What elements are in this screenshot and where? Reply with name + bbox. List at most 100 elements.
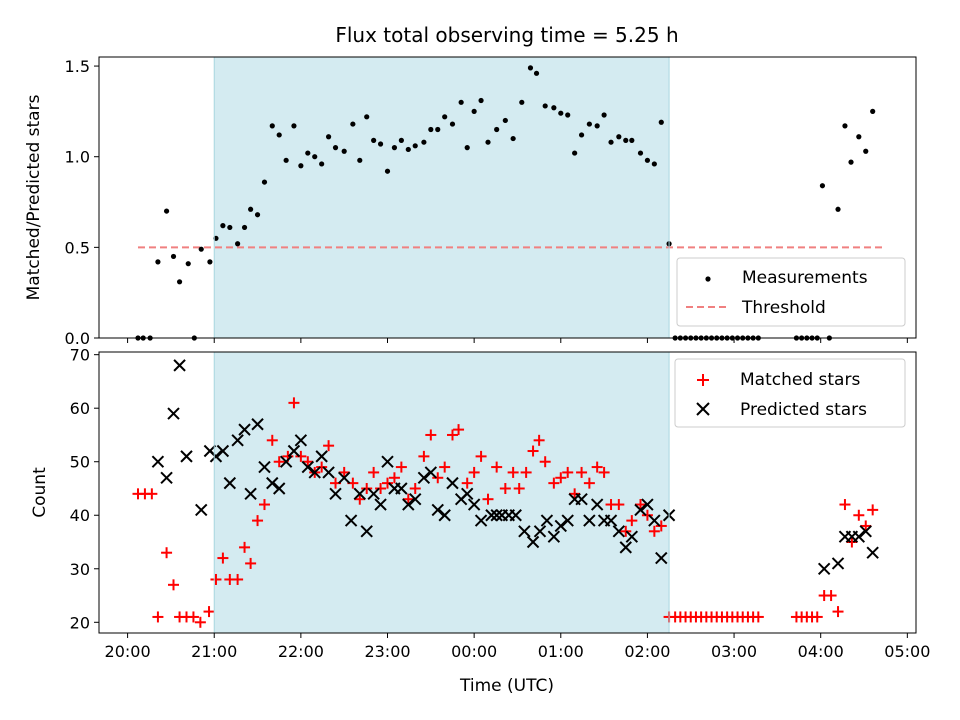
predicted-star-point bbox=[612, 525, 626, 538]
x-tick-label: 21:00 bbox=[191, 642, 237, 661]
matched-star-point bbox=[354, 493, 366, 505]
measurement-point bbox=[276, 132, 282, 138]
predicted-star-point bbox=[485, 509, 498, 522]
matched-star-point bbox=[187, 611, 199, 623]
measurement-point bbox=[658, 119, 664, 125]
measurement-point bbox=[835, 206, 841, 212]
predicted-star-point bbox=[308, 466, 321, 479]
measurement-point bbox=[291, 123, 297, 129]
measurement-point bbox=[478, 97, 484, 104]
x-tick-label: 23:00 bbox=[364, 642, 410, 661]
matched-star-point bbox=[288, 397, 300, 409]
matched-star-point bbox=[591, 461, 603, 473]
predicted-star-point bbox=[526, 535, 540, 549]
measurement-point bbox=[519, 99, 525, 105]
measurement-point bbox=[442, 114, 448, 120]
matched-star-point bbox=[388, 472, 400, 484]
x-tick-label: 01:00 bbox=[538, 642, 584, 661]
measurement-point bbox=[384, 168, 391, 174]
predicted-star-point bbox=[301, 460, 315, 474]
predicted-star-point bbox=[409, 492, 422, 506]
matched-star-point bbox=[825, 590, 837, 602]
measurement-point bbox=[207, 259, 213, 265]
predicted-star-point bbox=[360, 525, 373, 538]
y-tick-label: 0.0 bbox=[65, 329, 90, 348]
x-tick-label: 03:00 bbox=[711, 642, 757, 661]
matched-star-point bbox=[338, 466, 350, 478]
x-tick-label: 22:00 bbox=[278, 642, 324, 661]
y-tick-label: 30 bbox=[70, 560, 90, 579]
measurement-point bbox=[458, 99, 464, 105]
measurement-point bbox=[412, 143, 418, 149]
measurement-point bbox=[608, 139, 614, 145]
measurement-point bbox=[319, 161, 325, 167]
measurement-point bbox=[170, 253, 177, 260]
matched-star-point bbox=[194, 616, 206, 628]
ratio-y-axis-label: Matched/Predicted stars bbox=[24, 94, 44, 300]
measurement-point bbox=[510, 135, 516, 142]
matched-star-point bbox=[641, 509, 653, 521]
matched-star-point bbox=[252, 515, 264, 527]
measurement-point bbox=[391, 145, 398, 151]
predicted-star-point bbox=[329, 487, 342, 501]
measurement-point bbox=[428, 126, 434, 133]
measurement-point bbox=[312, 154, 318, 160]
counts-legend: Matched stars Predicted stars bbox=[674, 358, 906, 428]
matched-star-point bbox=[146, 488, 158, 500]
ratio-panel: 0.0 0.5 1.0 1.5 Matched/Predicted stars Mea… bbox=[24, 56, 917, 348]
matched-star-point bbox=[295, 450, 307, 462]
measurement-point bbox=[848, 159, 854, 165]
measurement-point bbox=[163, 208, 170, 214]
predicted-star-point bbox=[817, 562, 831, 575]
measurement-point bbox=[283, 157, 289, 163]
predicted-star-point bbox=[852, 530, 866, 543]
matched-star-point bbox=[217, 552, 229, 564]
predicted-star-point bbox=[287, 444, 301, 458]
ratio-axes-frame bbox=[98, 56, 917, 339]
predicted-star-point bbox=[151, 455, 165, 468]
predicted-star-point bbox=[160, 471, 173, 484]
predicted-star-point bbox=[322, 466, 335, 479]
y-tick-label: 60 bbox=[70, 399, 90, 418]
measurement-point bbox=[464, 145, 470, 151]
observing-span-highlight bbox=[214, 57, 670, 338]
measurement-point bbox=[494, 126, 500, 133]
measurement-point bbox=[572, 150, 578, 156]
ratio-legend-box bbox=[676, 257, 906, 327]
matched-star-point bbox=[853, 509, 865, 521]
y-tick-label: 70 bbox=[70, 346, 90, 365]
measurement-point bbox=[863, 148, 869, 154]
matched-star-point bbox=[266, 434, 278, 446]
measurement-point bbox=[565, 112, 571, 118]
predicted-star-point bbox=[446, 476, 459, 490]
x-axis-label: Time (UTC) bbox=[459, 676, 554, 696]
predicted-star-point bbox=[641, 498, 654, 511]
matched-star-point bbox=[860, 520, 872, 532]
predicted-star-point bbox=[561, 514, 574, 527]
y-tick-label: 50 bbox=[70, 453, 90, 472]
matched-star-point bbox=[425, 429, 437, 441]
measurement-point bbox=[449, 121, 456, 127]
matched-star-point bbox=[507, 466, 519, 478]
legend-matched-label: Matched stars bbox=[740, 370, 860, 390]
x-tick-label: 00:00 bbox=[451, 642, 497, 661]
matched-star-point bbox=[583, 477, 595, 489]
y-tick-label: 1.5 bbox=[65, 57, 90, 76]
ratio-legend: Measurements Threshold bbox=[676, 257, 906, 327]
predicted-star-point bbox=[180, 450, 193, 463]
matched-star-point bbox=[634, 499, 646, 511]
predicted-star-point bbox=[216, 444, 230, 458]
matched-star-point bbox=[409, 482, 421, 494]
matched-star-point bbox=[375, 482, 387, 494]
predicted-star-point bbox=[294, 434, 308, 447]
measurement-point bbox=[371, 137, 377, 143]
measurement-point bbox=[558, 110, 564, 116]
predicted-star-point bbox=[625, 530, 639, 543]
predicted-star-point bbox=[244, 487, 257, 501]
measurement-point bbox=[357, 157, 363, 163]
measurement-point bbox=[623, 137, 629, 143]
measurement-point bbox=[578, 132, 585, 138]
matched-star-point bbox=[576, 466, 588, 478]
measurement-point bbox=[533, 70, 540, 76]
